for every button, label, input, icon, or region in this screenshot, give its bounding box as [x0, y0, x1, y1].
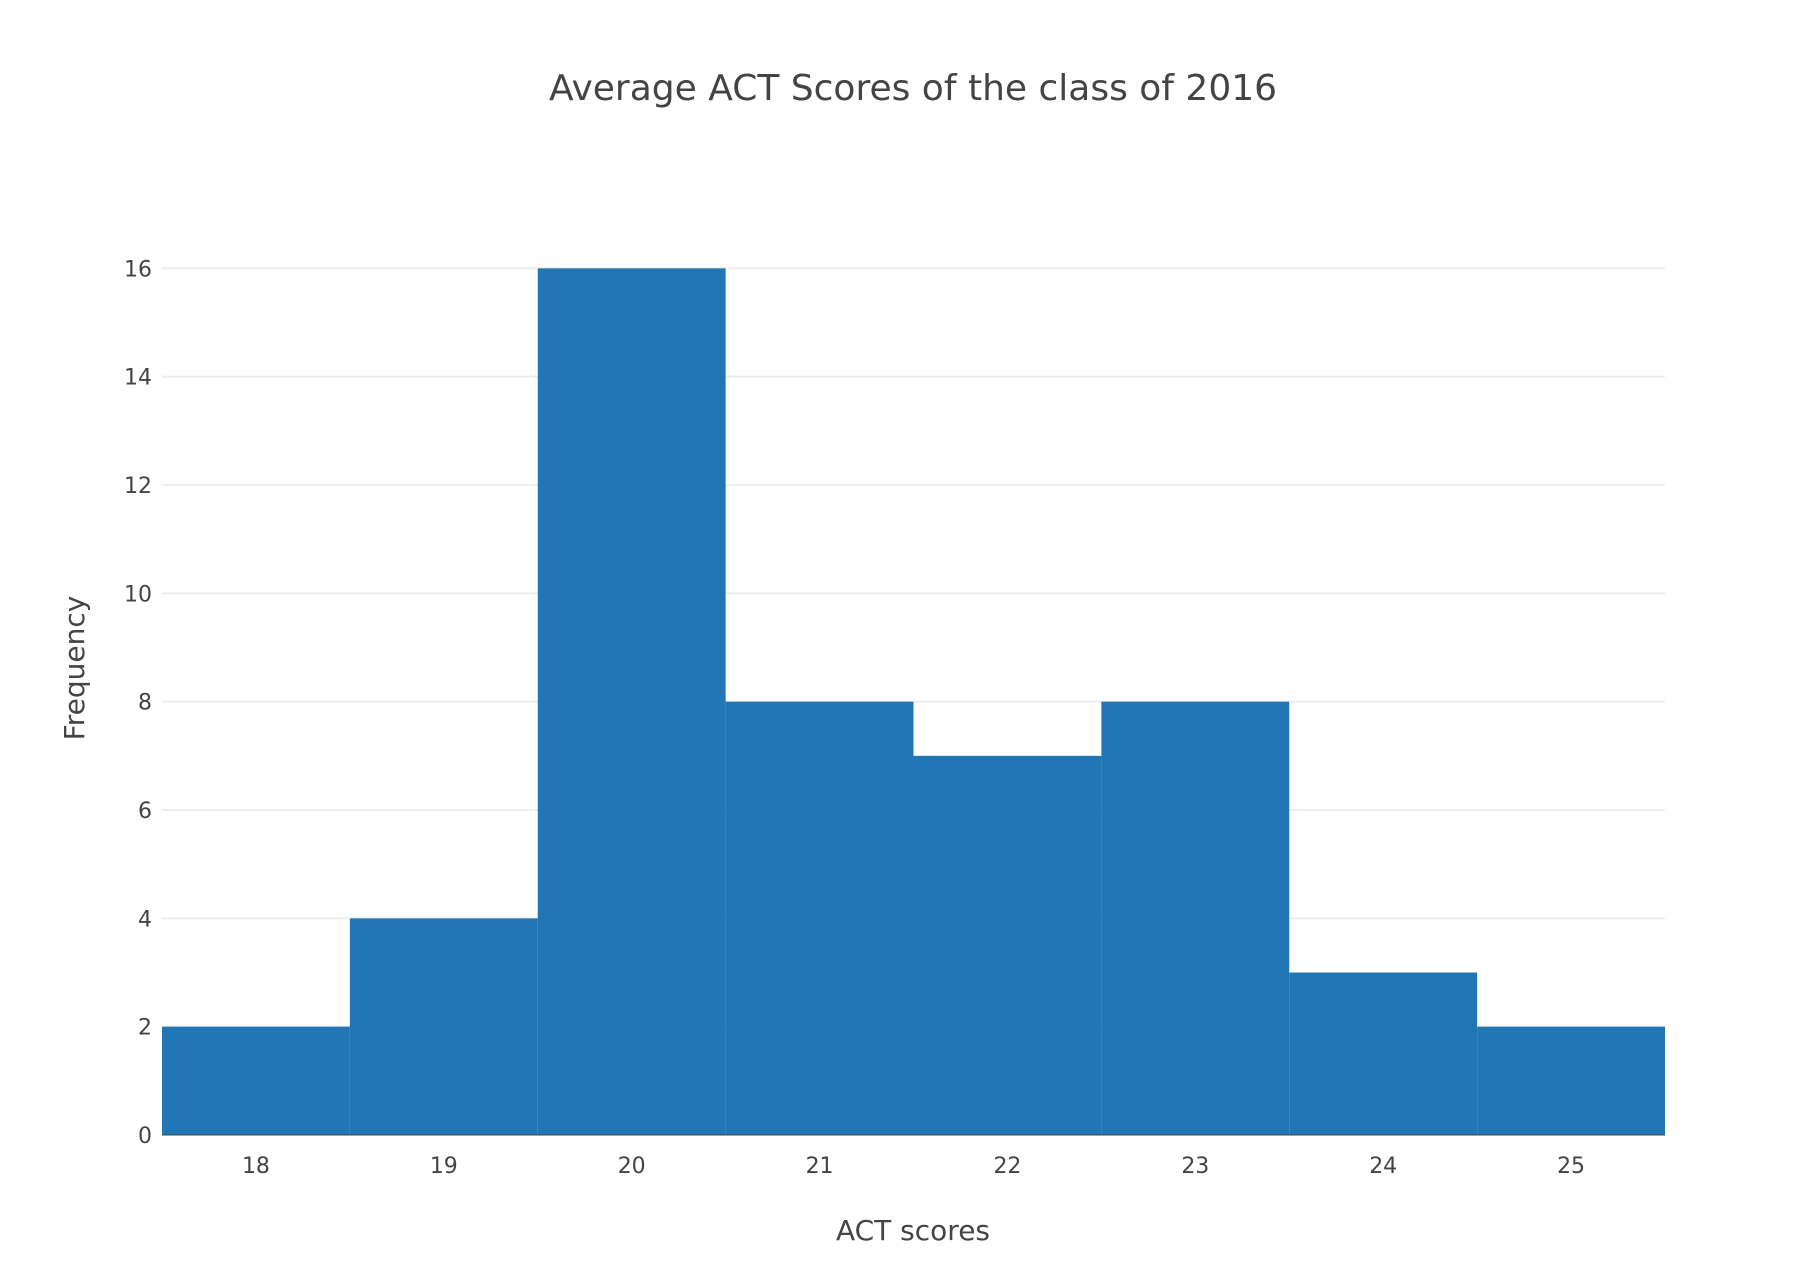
chart-title: Average ACT Scores of the class of 2016	[549, 68, 1277, 109]
y-tick-label: 12	[124, 474, 152, 499]
histogram-bar	[725, 701, 914, 1135]
x-tick-label: 20	[618, 1154, 646, 1179]
x-tick-label: 21	[806, 1154, 834, 1179]
x-tick-label: 23	[1181, 1154, 1209, 1179]
x-tick-label: 22	[993, 1154, 1021, 1179]
y-tick-label: 14	[124, 366, 152, 391]
x-tick-label: 19	[430, 1154, 458, 1179]
y-tick-label: 4	[138, 907, 152, 932]
histogram-bar	[537, 268, 726, 1135]
histogram-bar	[349, 918, 538, 1135]
x-tick-label: 24	[1369, 1154, 1397, 1179]
y-tick-label: 0	[138, 1124, 152, 1149]
x-tick-label: 25	[1557, 1154, 1585, 1179]
y-tick-label: 8	[138, 691, 152, 716]
y-tick-label: 16	[124, 257, 152, 282]
y-tick-label: 6	[138, 799, 152, 824]
y-axis-title: Frequency	[58, 596, 91, 741]
histogram-bar	[162, 1026, 350, 1135]
bars	[162, 268, 1665, 1135]
histogram-bar	[913, 755, 1102, 1135]
histogram-bar	[1289, 972, 1478, 1135]
histogram-bar	[1101, 701, 1290, 1135]
y-tick-label: 2	[138, 1016, 152, 1041]
histogram-bar	[1477, 1026, 1665, 1135]
y-tick-label: 10	[124, 582, 152, 607]
x-axis-title: ACT scores	[836, 1214, 990, 1247]
x-tick-label: 18	[242, 1154, 270, 1179]
